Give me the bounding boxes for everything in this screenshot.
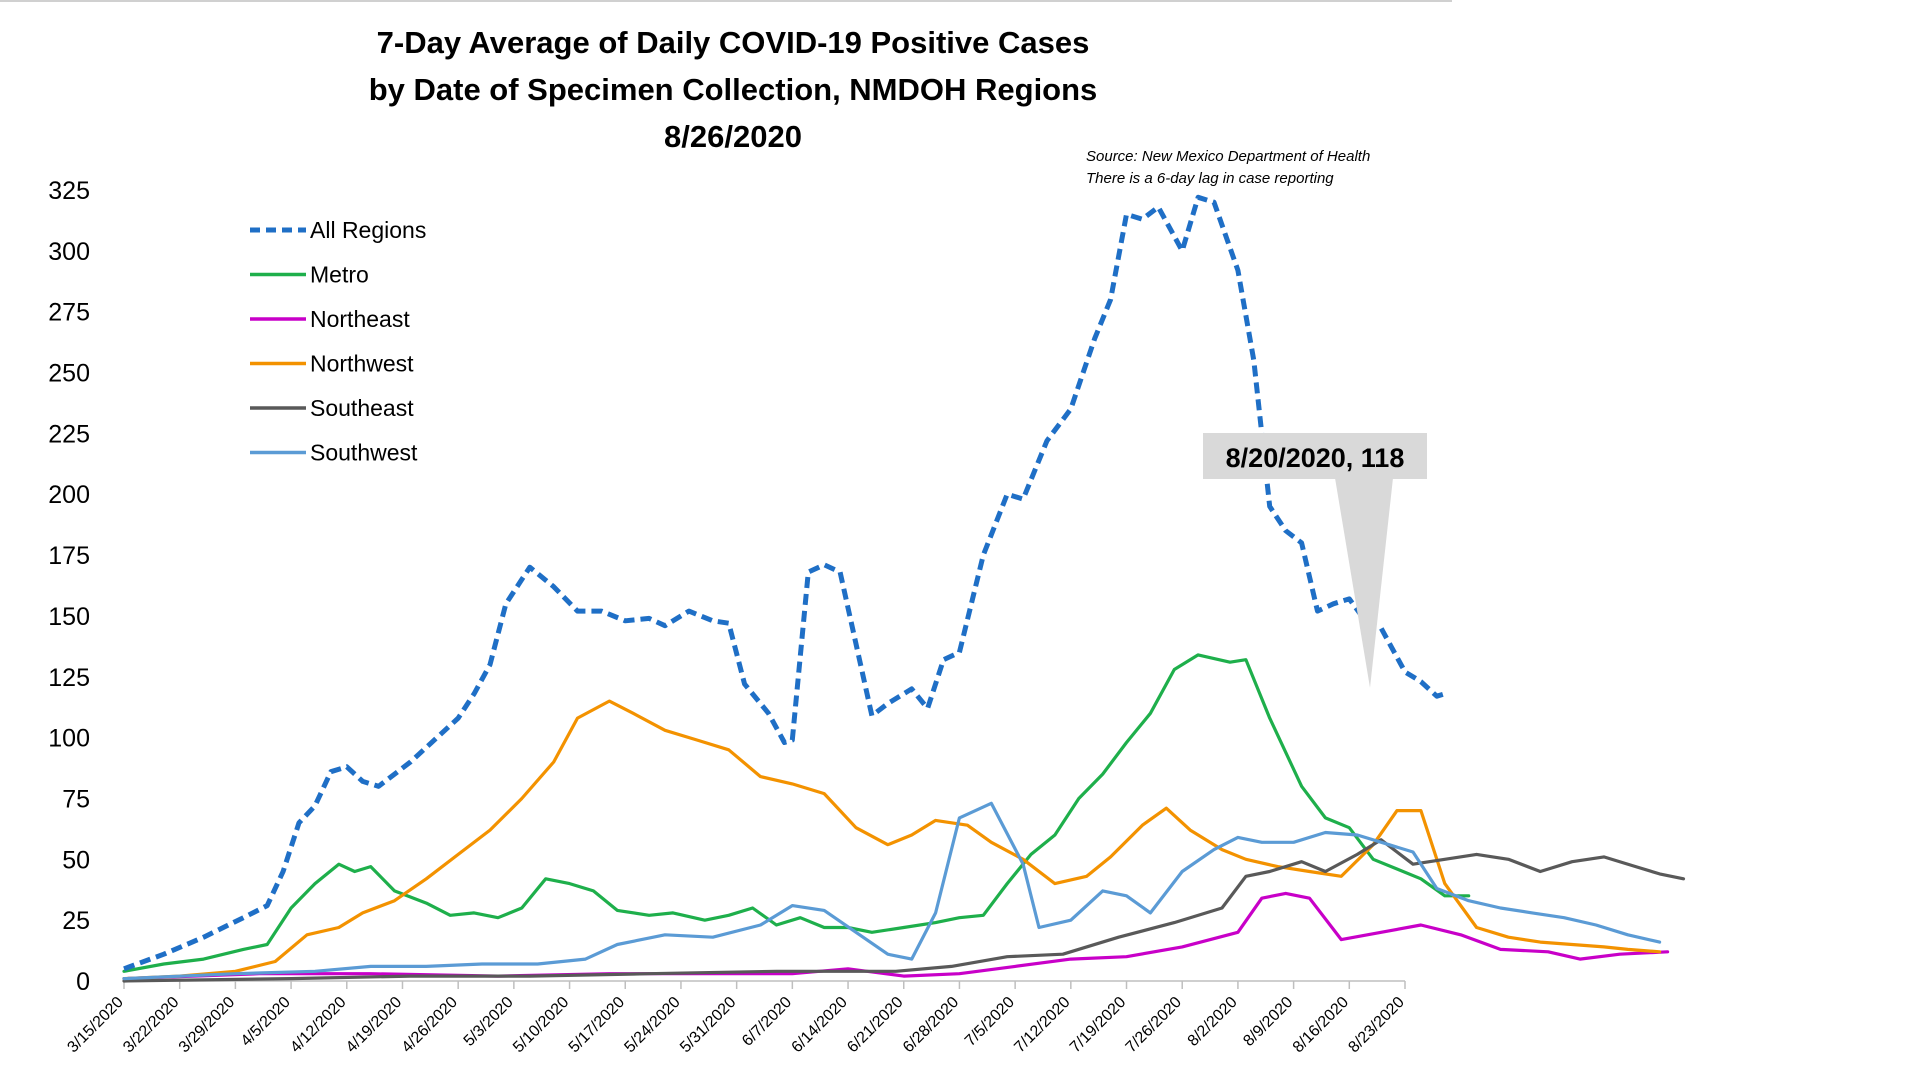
- top-divider: [0, 0, 1452, 2]
- chart-title-line-1: 7-Day Average of Daily COVID-19 Positive…: [377, 25, 1090, 60]
- series-line-all-regions: [123, 194, 1446, 972]
- annotation-box: [1203, 433, 1427, 479]
- x-tick-label: 7/26/2020: [1123, 994, 1185, 1056]
- source-note: Source: New Mexico Department of Health …: [1086, 148, 1370, 187]
- x-tick-label: 8/16/2020: [1290, 994, 1352, 1056]
- x-tick-label: 5/24/2020: [621, 994, 683, 1056]
- x-tick-label: 6/14/2020: [789, 994, 851, 1056]
- x-tick-label: 4/19/2020: [343, 994, 405, 1056]
- chart-title-line-3: 8/26/2020: [664, 119, 802, 154]
- legend-label: Southwest: [310, 440, 418, 466]
- series-line-southeast: [122, 838, 1686, 983]
- chart-title: 7-Day Average of Daily COVID-19 Positive…: [369, 25, 1098, 154]
- y-tick-label: 325: [48, 177, 90, 205]
- plot-area: [122, 194, 1686, 983]
- series-line-southwest: [122, 801, 1662, 981]
- y-tick-label: 200: [48, 481, 90, 509]
- y-tick-label: 125: [48, 664, 90, 692]
- y-tick-label: 250: [48, 360, 90, 388]
- x-tick-label: 5/31/2020: [677, 994, 739, 1056]
- legend-label: Northwest: [310, 351, 414, 377]
- legend: All Regions Metro Northeast Northwest Southe…: [250, 217, 426, 466]
- source-note-line-1: Source: New Mexico Department of Health: [1086, 148, 1370, 165]
- y-axis: 0 25 50 75 100 125 150 175 200 225 250 275 300 325: [48, 177, 90, 996]
- x-tick-label: 8/23/2020: [1345, 994, 1407, 1056]
- x-tick-label: 4/5/2020: [238, 994, 294, 1050]
- x-tick-label: 7/5/2020: [962, 994, 1018, 1050]
- y-tick-label: 100: [48, 725, 90, 753]
- chart-title-line-2: by Date of Specimen Collection, NMDOH Re…: [369, 72, 1098, 107]
- y-tick-label: 175: [48, 542, 90, 570]
- y-tick-label: 275: [48, 299, 90, 327]
- x-tick-label: 4/26/2020: [399, 994, 461, 1056]
- series-line-northwest: [122, 699, 1662, 981]
- x-tick-label: 4/12/2020: [287, 994, 349, 1056]
- x-tick-label: 5/17/2020: [566, 994, 628, 1056]
- series-line-northeast: [122, 891, 1670, 981]
- series-line-metro: [122, 653, 1471, 973]
- legend-label: All Regions: [310, 217, 426, 243]
- x-tick-label: 6/21/2020: [844, 994, 906, 1056]
- y-tick-label: 50: [62, 846, 90, 874]
- legend-label: Southeast: [310, 395, 414, 421]
- y-tick-label: 75: [62, 785, 90, 813]
- y-tick-label: 150: [48, 603, 90, 631]
- y-tick-label: 0: [76, 968, 90, 996]
- x-tick-label: 5/3/2020: [461, 994, 517, 1050]
- annotation-label: 8/20/2020, 118: [1226, 443, 1405, 473]
- x-tick-label: 3/22/2020: [120, 994, 182, 1056]
- x-tick-label: 3/29/2020: [176, 994, 238, 1056]
- legend-label: Northeast: [310, 306, 410, 332]
- x-tick-label: 8/2/2020: [1185, 994, 1241, 1050]
- annotation-pointer: [1335, 478, 1393, 688]
- x-tick-label: 8/9/2020: [1240, 994, 1296, 1050]
- y-tick-label: 300: [48, 238, 90, 266]
- x-tick-label: 6/7/2020: [739, 994, 795, 1050]
- x-tick-label: 5/10/2020: [510, 994, 572, 1056]
- legend-label: Metro: [310, 262, 369, 288]
- y-tick-label: 25: [62, 907, 90, 935]
- annotation-callout: 8/20/2020, 118: [1203, 433, 1427, 688]
- x-tick-label: 6/28/2020: [900, 994, 962, 1056]
- x-tick-label: 3/15/2020: [64, 994, 126, 1056]
- y-tick-label: 225: [48, 420, 90, 448]
- x-tick-label: 7/12/2020: [1011, 994, 1073, 1056]
- source-note-line-2: There is a 6-day lag in case reporting: [1086, 170, 1334, 187]
- x-tick-label: 7/19/2020: [1067, 994, 1129, 1056]
